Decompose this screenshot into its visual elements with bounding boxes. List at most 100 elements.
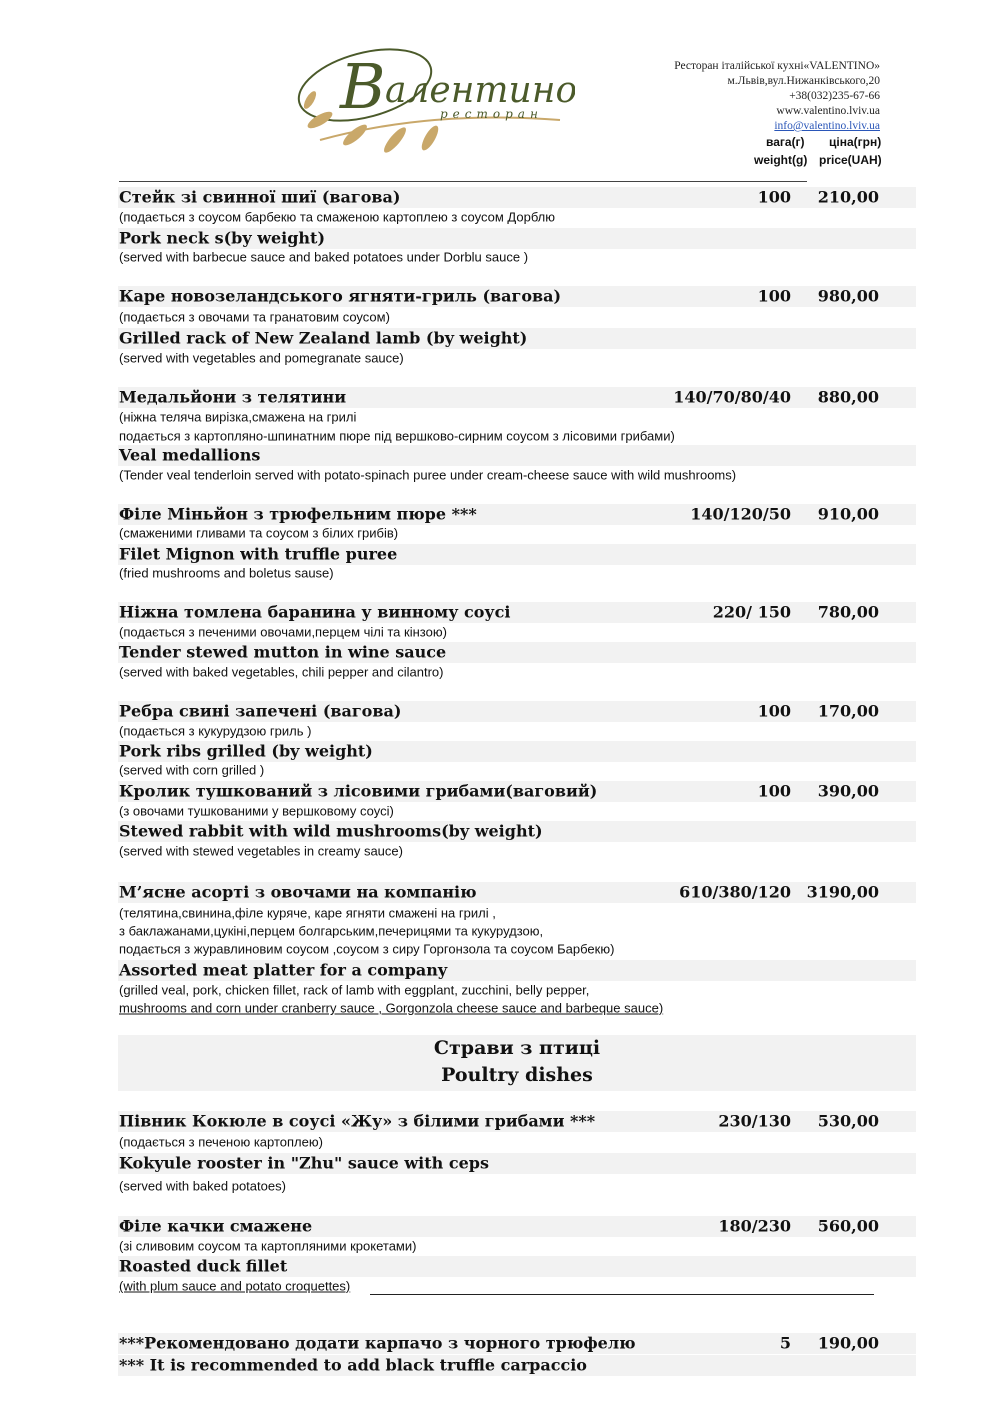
dish-description-ua: (подається з соусом барбекю та смаженою …: [119, 209, 556, 225]
dish-weight: 140/70/80/40: [673, 387, 791, 407]
dish-price: 170,00: [817, 701, 879, 721]
svg-text:алентино: алентино: [385, 70, 575, 111]
dish-name-en: Kokyule rooster in "Zhu" sauce with ceps: [119, 1153, 489, 1173]
dish-description-en: (fried mushrooms and boletus sause): [119, 565, 334, 581]
phone: +38(032)235-67-66: [789, 90, 880, 102]
row-band: [118, 544, 916, 565]
svg-text:В: В: [339, 50, 386, 123]
dish-name-en: Grilled rack of New Zealand lamb (by wei…: [119, 328, 528, 348]
section-title-ua: Страви з птиці: [433, 1037, 601, 1059]
row-band: [118, 445, 916, 466]
row-band: [118, 1216, 916, 1237]
dish-weight: 100: [757, 286, 791, 306]
email-link[interactable]: info@valentino.lviv.ua: [774, 120, 880, 132]
dish-name-en: Roasted duck fillet: [119, 1256, 288, 1276]
row-band: [118, 701, 916, 722]
dish-price: 910,00: [817, 504, 879, 524]
section-title-en: Poultry dishes: [441, 1064, 593, 1086]
dish-description-en: (served with baked potatoes): [119, 1178, 286, 1194]
dish-name-en: Filet Mignon with truffle puree: [119, 544, 398, 564]
dish-weight: 100: [757, 781, 791, 801]
dish-name-ua: Ніжна томлена баранина у винному соусі: [119, 602, 511, 622]
dish-description-en: (served with corn grilled ): [119, 762, 265, 778]
dish-description-ua: (подається з овочами та гранатовим соусо…: [119, 309, 390, 325]
dish-price: 3190,00: [806, 882, 879, 902]
dish-description-ua: подається з журавлиновим соусом ,соусом …: [119, 941, 615, 957]
dish-name-ua: Кролик тушкований з лісовими грибами(ваг…: [119, 781, 598, 801]
dish-description-en: (Tender veal tenderloin served with pota…: [119, 467, 737, 483]
website: www.valentino.lviv.ua: [776, 105, 880, 117]
dish-name-en: Tender stewed mutton in wine sauce: [119, 642, 447, 662]
row-band: [118, 187, 916, 208]
dish-description-ua: (ніжна теляча вирізка,смажена на грилі: [119, 409, 357, 425]
row-band: [118, 328, 916, 349]
row-band: [118, 387, 916, 408]
dish-description-ua: (зі сливовим соусом та картопляними крок…: [119, 1238, 417, 1254]
dish-weight: 140/120/50: [690, 504, 791, 524]
footer-note-ua: ***Рекомендовано додати карпачо з чорног…: [119, 1333, 636, 1353]
dish-name-en: Pork neck s(by weight): [119, 228, 326, 248]
row-band: [118, 228, 916, 249]
weight-header-en: weight(g): [754, 153, 808, 167]
header-divider: [119, 181, 807, 182]
dish-price: 210,00: [817, 187, 879, 207]
dish-weight: 220/ 150: [712, 602, 791, 622]
dish-description-en: (served with baked vegetables, chili pep…: [119, 664, 444, 680]
dish-description-ua: (з овочами тушкованими у вершковому соус…: [119, 803, 394, 819]
dish-description-en: (served with barbecue sauce and baked po…: [119, 249, 529, 265]
footer-price: 190,00: [817, 1333, 879, 1353]
row-band: [118, 642, 916, 663]
dish-name-en: Stewed rabbit with wild mushrooms(by wei…: [119, 821, 543, 841]
dish-weight: 610/380/120: [679, 882, 791, 902]
dish-name-en: Veal medallions: [119, 445, 261, 465]
row-band: [118, 286, 916, 307]
dish-description-ua: (подається з кукурудзою гриль ): [119, 723, 312, 739]
dish-description-ua: (смаженими гливами та соусом з білих гри…: [119, 525, 399, 541]
dish-name-ua: Медальйони з телятини: [119, 387, 347, 407]
address: м.Львів,вул.Нижанківського,20: [727, 75, 881, 87]
dish-name-en: Pork ribs grilled (by weight): [119, 741, 373, 761]
dish-name-ua: Філе Міньйон з трюфельним пюре ***: [119, 504, 477, 524]
row-band: [118, 1355, 916, 1376]
dish-name-ua: Каре новозеландського ягняти-гриль (ваго…: [119, 286, 562, 306]
row-band: [118, 882, 916, 903]
svg-text:ресторан: ресторан: [440, 107, 543, 121]
price-header-en: price(UAH): [819, 153, 882, 167]
section-header-poultry: Страви з птиці Poultry dishes: [118, 1035, 916, 1091]
row-band: [118, 960, 916, 981]
dish-name-ua: Стейк зі свинної шиї (вагова): [119, 187, 401, 207]
dish-weight: 100: [757, 187, 791, 207]
dish-price: 560,00: [817, 1216, 879, 1236]
row-band: [118, 1333, 916, 1354]
footer-weight: 5: [779, 1333, 791, 1353]
dish-description-ua: (телятина,свинина,філе куряче, каре ягня…: [119, 905, 496, 921]
restaurant-info: Ресторан італійської кухні«VALENTINO» м.…: [674, 59, 880, 134]
dish-description-ua: (подається з печеною картоплею): [119, 1134, 323, 1150]
dish-description-en: (with plum sauce and potato croquettes): [119, 1278, 351, 1294]
dish-price: 530,00: [817, 1111, 879, 1131]
price-header-ua: ціна(грн): [829, 135, 882, 149]
valentino-logo: В алентино ресторан: [297, 48, 575, 153]
dish-price: 780,00: [817, 602, 879, 622]
dish-description-en: (served with stewed vegetables in creamy…: [119, 843, 403, 859]
row-band: [118, 1153, 916, 1174]
dish-description-ua: з баклажанами,цукіні,перцем болгарським,…: [119, 923, 544, 939]
restaurant-name: Ресторан італійської кухні«VALENTINO»: [674, 60, 880, 72]
row-band: [118, 821, 916, 842]
dish-weight: 100: [757, 701, 791, 721]
dish-weight: 230/130: [718, 1111, 791, 1131]
row-band: [118, 504, 916, 525]
dish-name-ua: Півник Кокюле в соусі «Жу» з білими гриб…: [119, 1111, 596, 1131]
dish-price: 880,00: [817, 387, 879, 407]
dish-name-ua: Філе качки смажене: [119, 1216, 313, 1236]
dish-name-en: Assorted meat platter for a company: [119, 960, 448, 980]
row-band: [118, 602, 916, 623]
dish-description-ua: подається з картопляно-шпинатним пюре пі…: [119, 428, 675, 444]
dish-description-en: (served with vegetables and pomegranate …: [119, 350, 404, 366]
dish-name-ua: Ребра свині запечені (вагова): [119, 701, 402, 721]
dish-description-en: mushrooms and corn under cranberry sauce…: [119, 1000, 664, 1016]
dish-price: 980,00: [817, 286, 879, 306]
footer-note-en: *** It is recommended to add black truff…: [119, 1355, 587, 1375]
dish-price: 390,00: [817, 781, 879, 801]
